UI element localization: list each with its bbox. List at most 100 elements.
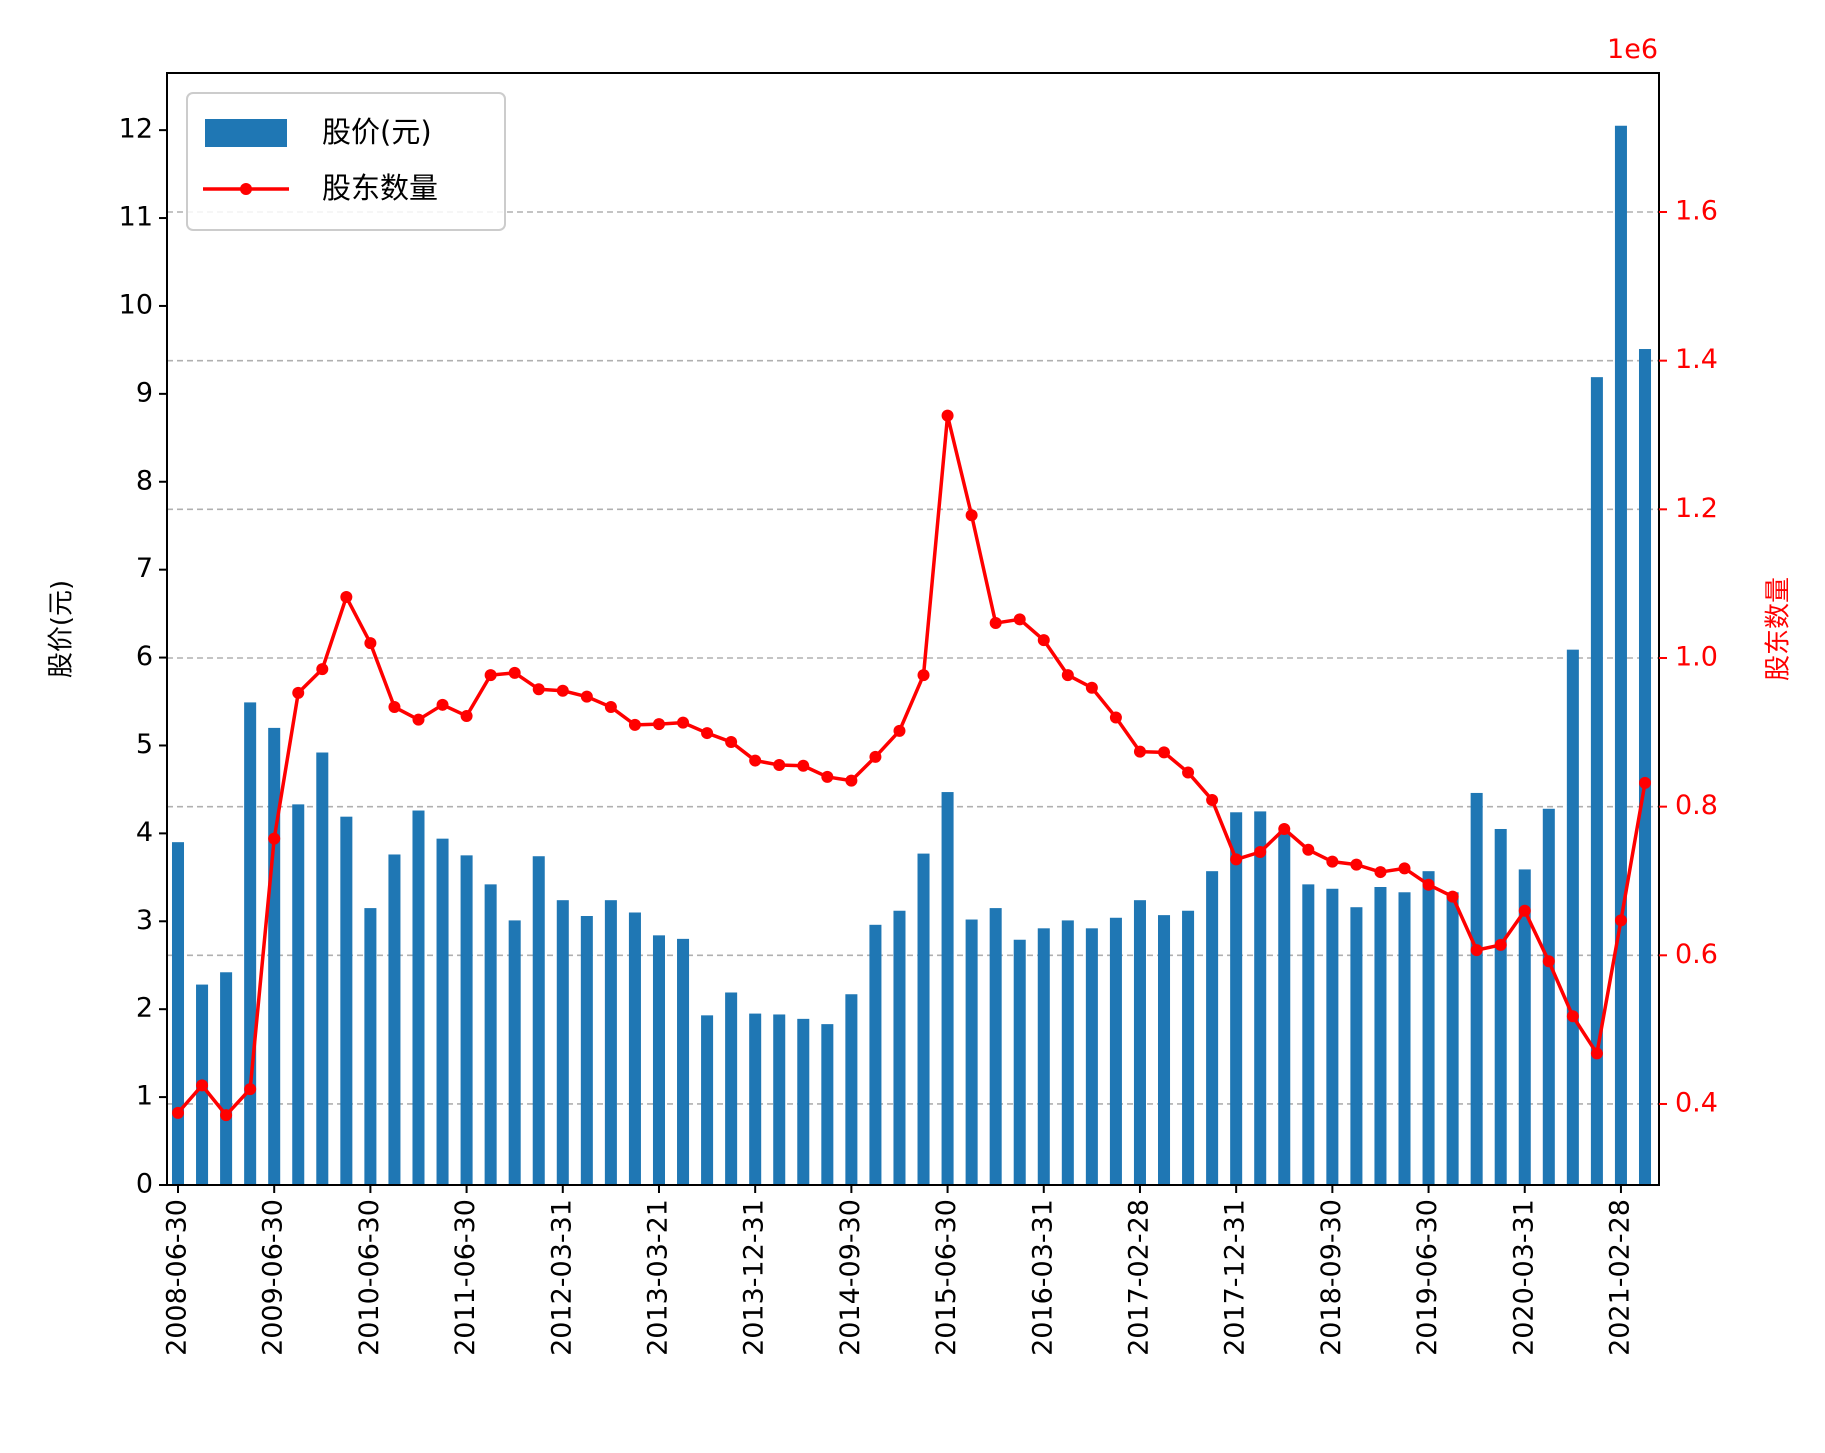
price-bar — [941, 792, 954, 1185]
price-bar — [1374, 887, 1387, 1185]
holders-point — [652, 718, 665, 731]
price-bar — [340, 816, 353, 1185]
price-bar — [701, 1015, 714, 1185]
x-tick-label: 2010-06-30 — [354, 1199, 385, 1356]
holders-point — [965, 509, 978, 522]
holders-point — [869, 750, 882, 763]
left-tick-label: 10 — [119, 289, 153, 320]
holders-point — [604, 701, 617, 714]
holders-point — [917, 669, 930, 682]
holders-point — [989, 617, 1002, 630]
right-tick-label: 1.2 — [1675, 493, 1718, 524]
holders-point — [244, 1083, 257, 1096]
plot-frame — [166, 72, 1660, 1186]
price-bar — [460, 855, 473, 1185]
price-bar — [1422, 871, 1435, 1185]
holders-point — [580, 690, 593, 703]
holders-point — [1639, 776, 1651, 789]
holders-point — [1374, 866, 1387, 879]
holders-point — [1350, 858, 1363, 871]
left-tick-label: 0 — [136, 1169, 153, 1200]
x-tick-label: 2019-06-30 — [1412, 1199, 1443, 1356]
legend: 股价(元) 股东数量 — [186, 92, 506, 231]
price-bar — [604, 900, 617, 1185]
holders-point — [677, 716, 690, 729]
price-bar — [1326, 888, 1339, 1185]
price-bar — [171, 842, 185, 1185]
holders-point — [1614, 914, 1627, 927]
price-bar — [1398, 892, 1411, 1185]
x-tick-label: 2014-09-30 — [835, 1199, 866, 1356]
price-bar — [1518, 869, 1531, 1185]
price-bar — [268, 727, 281, 1185]
price-bar — [749, 1013, 762, 1185]
price-bar — [893, 910, 906, 1185]
price-bar — [508, 920, 521, 1185]
right-tick-label: 1.0 — [1675, 641, 1718, 672]
price-bar — [628, 912, 641, 1185]
right-tick-label: 0.6 — [1675, 939, 1718, 970]
price-bar — [1230, 812, 1243, 1185]
holders-point — [1494, 938, 1507, 951]
left-tick-label: 4 — [136, 817, 153, 848]
holders-point — [556, 684, 569, 697]
price-bar — [1614, 125, 1627, 1186]
price-bar — [1182, 910, 1195, 1185]
price-bar — [677, 938, 690, 1185]
price-bar — [436, 838, 449, 1185]
price-bar — [220, 972, 233, 1185]
price-bar — [1037, 928, 1050, 1185]
x-tick-label: 2012-03-31 — [546, 1199, 577, 1356]
x-tick-label: 2017-12-31 — [1220, 1199, 1251, 1356]
holders-point — [316, 663, 329, 676]
holders-point — [845, 774, 858, 787]
holders-point — [797, 759, 810, 772]
price-bar — [292, 804, 305, 1185]
right-axis: 0.4 0.6 0.8 1.0 1.2 1.4 1.6 — [1659, 196, 1718, 1118]
holders-line — [172, 409, 1651, 1122]
left-tick-label: 7 — [136, 553, 153, 584]
x-tick-label: 2013-12-31 — [739, 1199, 770, 1356]
x-tick-label: 2011-06-30 — [450, 1199, 481, 1356]
left-tick-label: 6 — [136, 641, 153, 672]
holders-point — [1037, 634, 1050, 647]
left-tick-label: 12 — [119, 114, 153, 145]
price-bar — [1133, 900, 1146, 1185]
price-bar — [1302, 884, 1315, 1185]
holders-point — [340, 591, 353, 604]
price-bar — [1590, 377, 1603, 1186]
price-bar — [1061, 920, 1074, 1185]
x-tick-label: 2017-02-28 — [1123, 1199, 1154, 1356]
price-bar — [725, 992, 738, 1185]
holders-point — [1398, 862, 1411, 875]
holders-point — [268, 832, 281, 845]
right-tick-label: 0.8 — [1675, 790, 1718, 821]
price-bar — [1470, 792, 1483, 1185]
price-bar — [965, 919, 978, 1185]
price-bar — [1446, 892, 1459, 1185]
holders-point — [1542, 955, 1555, 968]
holders-point — [1230, 853, 1243, 866]
holders-point — [1302, 843, 1315, 856]
price-bar — [1638, 349, 1652, 1186]
holders-point — [1013, 613, 1026, 626]
price-bar — [1013, 939, 1026, 1185]
price-bar — [773, 1014, 786, 1185]
price-bar — [1350, 907, 1363, 1185]
holders-point — [628, 718, 641, 731]
holders-point — [1109, 711, 1122, 724]
price-bar — [797, 1018, 810, 1185]
x-tick-label: 2021-02-28 — [1604, 1199, 1635, 1356]
left-tick-label: 3 — [136, 905, 153, 936]
holders-point — [749, 754, 762, 767]
holders-point — [1590, 1047, 1603, 1060]
price-bar — [1278, 831, 1291, 1185]
right-tick-label: 1.6 — [1675, 196, 1718, 227]
x-tick-label: 2015-06-30 — [931, 1199, 962, 1356]
holders-point — [532, 683, 545, 696]
holders-point — [1326, 855, 1339, 868]
price-bar — [1085, 928, 1098, 1185]
price-bar — [580, 916, 593, 1185]
